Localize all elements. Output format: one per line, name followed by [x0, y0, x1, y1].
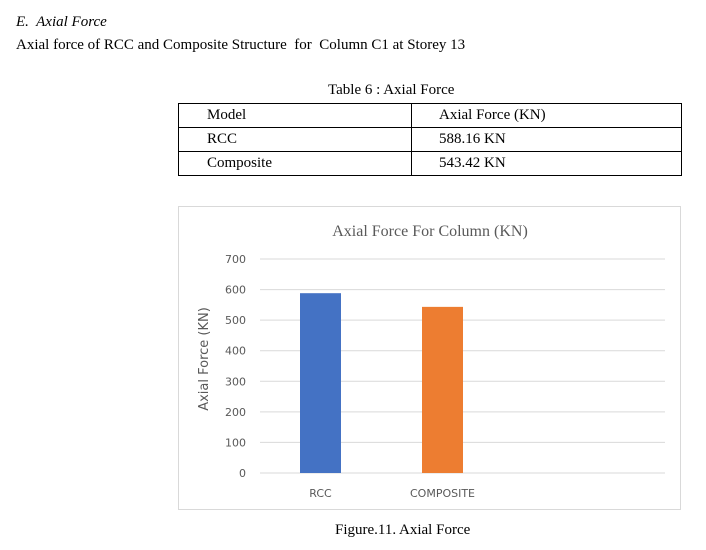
y-tick-label: 300	[225, 375, 246, 388]
y-tick-label: 700	[225, 253, 246, 266]
bar-rcc	[300, 293, 341, 473]
section-heading: E. Axial Force	[16, 14, 107, 30]
x-axis-categories: RCC COMPOSITE	[309, 487, 475, 500]
table-header-row: Model Axial Force (KN)	[178, 103, 682, 128]
table-caption: Table 6 : Axial Force	[328, 82, 455, 98]
table-header-model: Model	[178, 103, 412, 128]
chart-canvas: Axial Force For Column (KN) Axial Force …	[197, 223, 665, 500]
chart-title: Axial Force For Column (KN)	[332, 223, 528, 240]
bar-chart: Axial Force For Column (KN) Axial Force …	[178, 206, 681, 510]
table-cell-value: 588.16 KN	[411, 127, 682, 152]
section-subheading: Axial force of RCC and Composite Structu…	[16, 37, 466, 53]
y-tick-label: 400	[225, 345, 246, 358]
table-row: Composite 543.42 KN	[178, 151, 682, 176]
y-axis-label: Axial Force (KN)	[197, 307, 212, 411]
y-tick-label: 0	[239, 467, 246, 480]
table-cell-model: RCC	[178, 127, 412, 152]
y-tick-label: 200	[225, 406, 246, 419]
axial-force-table: Model Axial Force (KN) RCC 588.16 KN Com…	[178, 103, 682, 176]
bars	[300, 293, 463, 473]
bar-composite	[422, 306, 463, 473]
table-row: RCC 588.16 KN	[178, 127, 682, 152]
table-cell-value: 543.42 KN	[411, 151, 682, 176]
table-header-axial-force: Axial Force (KN)	[411, 103, 682, 128]
table-cell-model: Composite	[178, 151, 412, 176]
figure-caption: Figure.11. Axial Force	[335, 522, 471, 538]
y-axis-ticks: 0 100 200 300 400 500 600 700	[225, 253, 246, 480]
y-tick-label: 100	[225, 436, 246, 449]
x-category-label: RCC	[309, 487, 332, 500]
y-tick-label: 500	[225, 314, 246, 327]
y-tick-label: 600	[225, 284, 246, 297]
x-category-label: COMPOSITE	[410, 487, 475, 500]
